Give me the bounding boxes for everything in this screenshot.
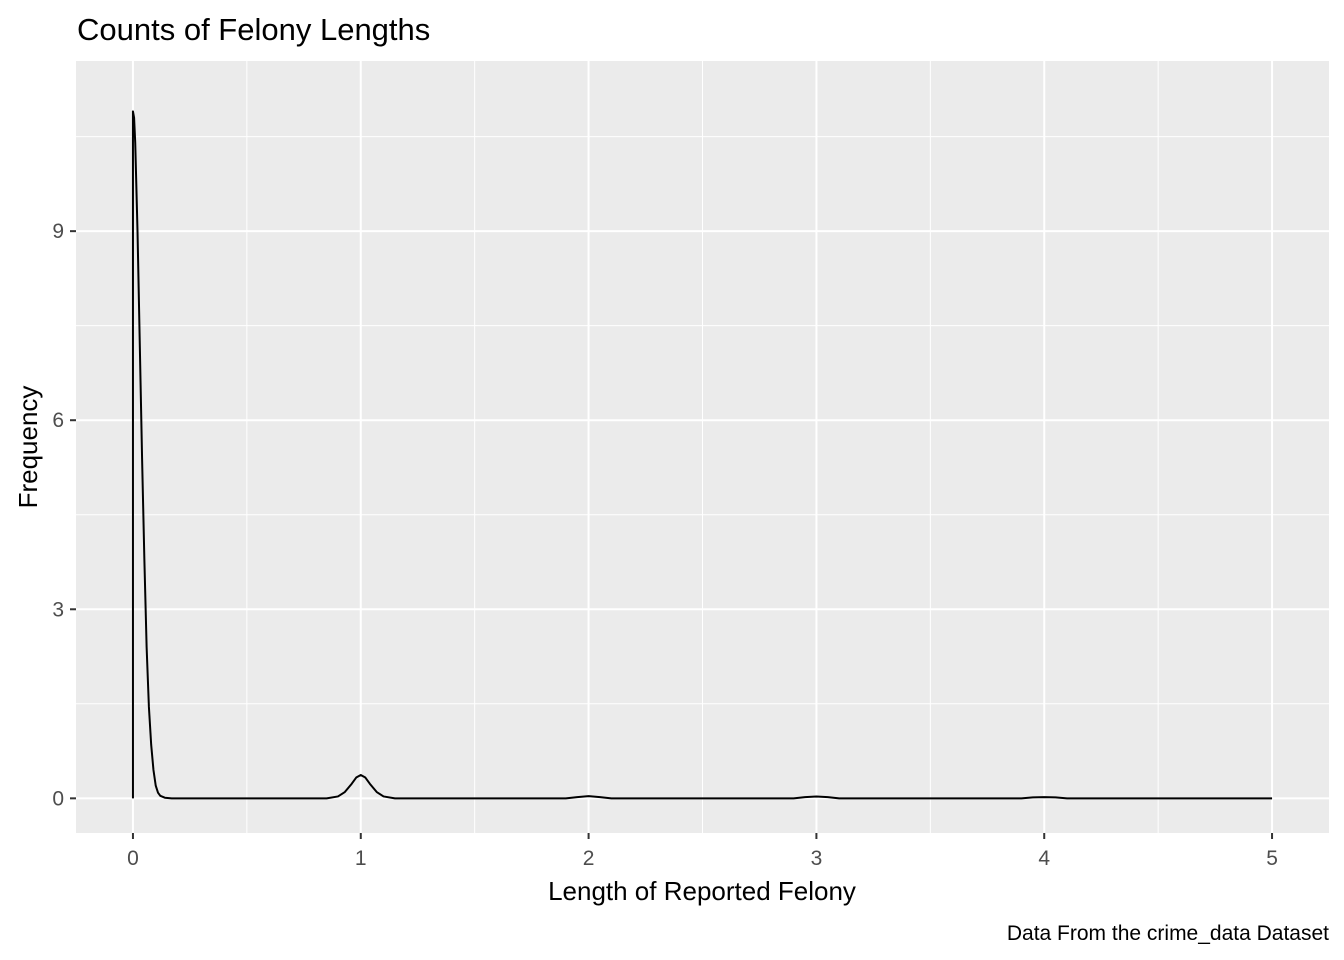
x-axis-title: Length of Reported Felony — [548, 876, 856, 906]
x-axis-ticks: 0 1 2 3 4 5 — [127, 833, 1278, 870]
x-tick-label: 3 — [811, 847, 823, 870]
x-tick-label: 4 — [1038, 847, 1050, 870]
y-axis-ticks: 0 3 6 9 — [52, 220, 76, 810]
density-curve — [131, 110, 1273, 800]
x-tick-label: 0 — [127, 847, 139, 870]
chart-caption: Data From the crime_data Dataset — [1007, 922, 1329, 945]
y-axis-title: Frequency — [13, 386, 43, 509]
minor-gridlines — [76, 61, 1329, 833]
y-tick-label: 9 — [52, 220, 64, 243]
x-tick-label: 5 — [1266, 847, 1278, 870]
y-tick-label: 6 — [52, 409, 64, 432]
y-tick-label: 0 — [52, 787, 64, 810]
y-tick-label: 3 — [52, 598, 64, 621]
chart-title: Counts of Felony Lengths — [77, 12, 430, 47]
x-tick-label: 1 — [355, 847, 367, 870]
x-tick-label: 2 — [583, 847, 595, 870]
